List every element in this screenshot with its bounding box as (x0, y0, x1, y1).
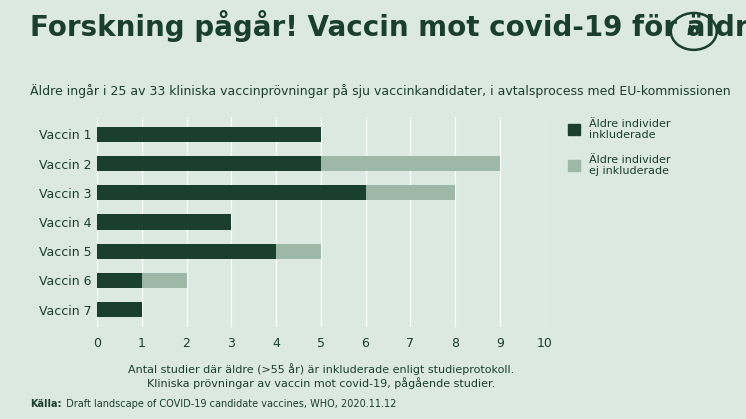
Bar (97, 185, 366, 200)
Bar (97, 156, 321, 171)
Text: Källa:: Källa: (30, 398, 61, 409)
Bar (97, 127, 321, 142)
Bar (97, 244, 276, 259)
Bar (97, 273, 142, 288)
Text: Draft landscape of COVID-19 candidate vaccines, WHO, 2020.11.12: Draft landscape of COVID-19 candidate va… (63, 398, 396, 409)
Legend: Äldre individer
inkluderade, Äldre individer
ej inkluderade: Äldre individer inkluderade, Äldre indiv… (568, 119, 671, 176)
Text: Äldre ingår i 25 av 33 kliniska vaccinprövningar på sju vaccinkandidater, i avta: Äldre ingår i 25 av 33 kliniska vaccinpr… (30, 84, 730, 98)
Bar (276, 244, 321, 259)
Text: lif: lif (687, 25, 700, 38)
X-axis label: Antal studier där äldre (>55 år) är inkluderade enligt studieprotokoll.
Kliniska: Antal studier där äldre (>55 år) är inkl… (128, 363, 514, 389)
Bar (142, 273, 186, 288)
Text: Forskning pågår! Vaccin mot covid-19 för äldre: Forskning pågår! Vaccin mot covid-19 för… (30, 10, 746, 42)
Bar (366, 185, 455, 200)
Bar (97, 302, 142, 317)
Bar (97, 215, 231, 230)
Bar (321, 156, 500, 171)
